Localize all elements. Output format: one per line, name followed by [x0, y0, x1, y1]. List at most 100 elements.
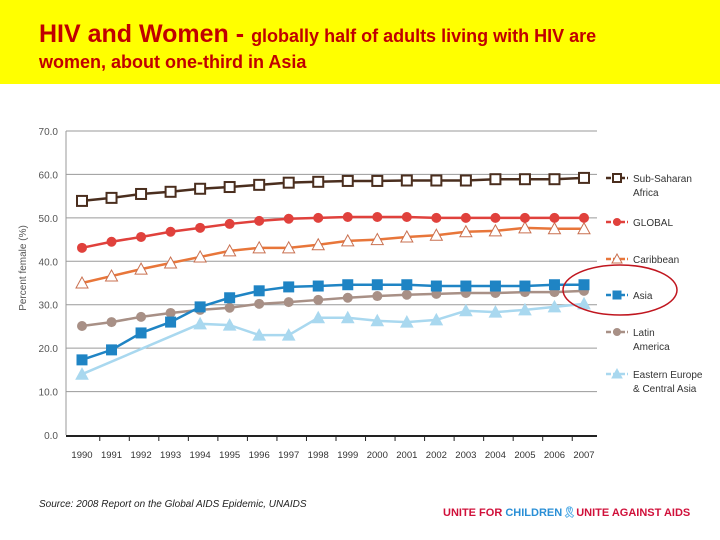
- circle-marker: [342, 292, 353, 303]
- triangle-marker: [311, 237, 326, 251]
- square-marker: [194, 301, 206, 313]
- x-tick-label: 2006: [544, 450, 565, 461]
- triangle-marker: [518, 302, 532, 316]
- triangle-marker: [252, 328, 267, 341]
- series-line: [81, 226, 584, 285]
- circle-marker: [224, 302, 235, 313]
- circle-marker: [254, 298, 265, 309]
- square-marker: [459, 174, 472, 187]
- y-tick-label: 20.0: [39, 344, 59, 355]
- circle-marker: [254, 215, 265, 226]
- y-tick-label: 30.0: [39, 301, 59, 312]
- circle-marker: [313, 212, 324, 223]
- circle-marker: [106, 236, 117, 247]
- square-marker: [519, 280, 531, 292]
- y-tick-label: 0.0: [44, 431, 58, 442]
- square-marker: [194, 182, 207, 195]
- triangle-marker: [370, 232, 385, 246]
- triangle-marker: [281, 240, 296, 254]
- triangle-marker: [134, 262, 148, 275]
- circle-marker: [224, 218, 235, 229]
- x-tick-label: 2002: [426, 450, 447, 461]
- square-marker: [612, 290, 622, 300]
- x-tick-label: 2005: [514, 450, 535, 461]
- circle-marker: [106, 317, 117, 328]
- y-tick-label: 40.0: [39, 257, 59, 268]
- legend-label: Caribbean: [633, 255, 679, 266]
- triangle-marker: [104, 269, 119, 282]
- legend-label: Sub-Saharan: [633, 174, 692, 185]
- circle-marker: [283, 213, 294, 224]
- square-marker: [312, 280, 324, 292]
- y-tick-label: 50.0: [39, 214, 59, 225]
- x-tick-label: 1993: [160, 450, 181, 461]
- square-marker: [283, 281, 295, 293]
- circle-marker: [283, 297, 294, 308]
- x-tick-label: 2001: [396, 450, 417, 461]
- logo-text-1: UNITE FOR: [443, 507, 506, 519]
- x-tick-label: 1997: [278, 450, 299, 461]
- circle-marker: [77, 242, 87, 253]
- y-tick-label: 70.0: [39, 127, 59, 138]
- circle-marker: [460, 212, 471, 223]
- legend-label: Africa: [633, 188, 659, 199]
- triangle-marker: [399, 315, 414, 328]
- triangle-marker: [340, 233, 355, 247]
- triangle-marker: [193, 249, 207, 263]
- legend-label: Eastern Europe: [633, 370, 703, 381]
- square-marker: [165, 316, 177, 328]
- triangle-marker: [193, 316, 207, 330]
- square-marker: [76, 194, 88, 207]
- square-marker: [401, 279, 413, 291]
- square-marker: [371, 174, 384, 187]
- x-tick-label: 1994: [190, 450, 211, 461]
- square-marker: [105, 191, 118, 204]
- triangle-marker: [518, 220, 532, 234]
- circle-marker: [136, 231, 147, 242]
- logo-text-3: UNITE AGAINST AIDS: [576, 507, 691, 519]
- square-marker: [282, 176, 295, 189]
- triangle-marker: [577, 221, 591, 235]
- triangle-marker: [547, 221, 562, 235]
- square-marker: [371, 279, 383, 291]
- x-tick-label: 2000: [367, 450, 388, 461]
- triangle-marker: [252, 240, 267, 254]
- title-banner: HIV and Women - globally half of adults …: [0, 0, 720, 84]
- x-tick-label: 1996: [249, 450, 270, 461]
- square-marker: [342, 279, 354, 291]
- triangle-marker: [488, 223, 503, 237]
- y-tick-label: 60.0: [39, 170, 59, 181]
- square-marker: [106, 344, 118, 356]
- square-marker: [312, 175, 325, 188]
- square-marker: [460, 280, 472, 292]
- square-marker: [135, 327, 147, 339]
- y-tick-label: 10.0: [39, 388, 59, 399]
- x-tick-label: 2003: [455, 450, 476, 461]
- square-marker: [400, 174, 413, 187]
- triangle-marker: [429, 228, 444, 241]
- circle-marker: [136, 311, 147, 322]
- square-marker: [548, 279, 560, 291]
- triangle-marker: [281, 328, 296, 341]
- square-marker: [489, 173, 502, 186]
- triangle-marker: [163, 255, 178, 269]
- circle-marker: [490, 212, 501, 223]
- square-marker: [76, 354, 88, 366]
- ribbon-icon: 🎗: [562, 507, 577, 519]
- title-sub: globally half of adults living with HIV …: [251, 26, 597, 46]
- x-tick-label: 2004: [485, 450, 506, 461]
- circle-marker: [401, 289, 412, 300]
- circle-marker: [579, 212, 589, 223]
- triangle-marker: [311, 310, 326, 324]
- x-tick-label: 1999: [337, 450, 358, 461]
- triangle-marker: [222, 243, 237, 257]
- circle-marker: [372, 211, 383, 222]
- legend-label: GLOBAL: [633, 218, 673, 229]
- square-marker: [430, 174, 443, 187]
- circle-marker: [431, 212, 442, 223]
- circle-marker: [519, 212, 530, 223]
- square-marker: [548, 173, 561, 186]
- triangle-marker: [611, 367, 623, 379]
- square-marker: [612, 173, 622, 183]
